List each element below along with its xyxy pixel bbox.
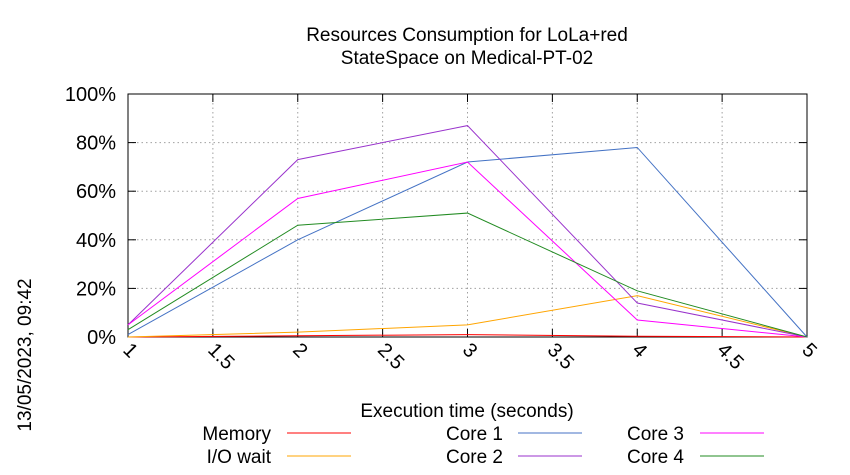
legend-label: Core 1 <box>446 424 503 445</box>
grid-lines <box>128 94 807 337</box>
series-line-memory <box>127 334 808 338</box>
series-line-core-3 <box>127 161 808 338</box>
x-tick-label: 1 <box>118 339 141 362</box>
x-tick-label: 2 <box>288 339 311 362</box>
y-tick-label: 80% <box>76 133 116 155</box>
chart-title-line-1: Resources Consumption for LoLa+red <box>306 25 628 46</box>
chart-title-line-2: StateSpace on Medical-PT-02 <box>341 48 593 69</box>
legend-label: Core 2 <box>446 447 503 468</box>
plot-frame <box>127 93 808 338</box>
x-axis-label: Execution time (seconds) <box>360 401 573 422</box>
y-tick-label: 40% <box>76 230 116 252</box>
series-lines <box>127 125 808 338</box>
x-tick-label: 4 <box>628 339 651 362</box>
x-tick-label: 4.5 <box>713 339 748 374</box>
legend-label: Core 3 <box>627 424 684 445</box>
legend-label: Memory <box>202 424 271 445</box>
y-tick-label: 0% <box>87 327 116 349</box>
x-tick-label: 2.5 <box>373 339 408 374</box>
y-tick-label: 100% <box>65 84 116 106</box>
x-tick-label: 5 <box>797 339 820 362</box>
x-tick-label: 1.5 <box>203 339 238 374</box>
legend-label: I/O wait <box>207 447 272 468</box>
axis-ticks: 0% 20% 40% 60% 80% 100% 1 1.5 2 2.5 3 3.5 4 4.5 5 <box>65 84 821 374</box>
timestamp-label: 13/05/2023, 09:42 <box>15 278 36 431</box>
series-line-core-2 <box>127 125 808 338</box>
y-tick-label: 20% <box>76 278 116 300</box>
series-line-i-o-wait <box>127 295 808 338</box>
x-tick-label: 3 <box>458 339 481 362</box>
legend-label: Core 4 <box>627 447 684 468</box>
y-tick-label: 60% <box>76 181 116 203</box>
x-tick-label: 3.5 <box>543 339 578 374</box>
series-line-core-4 <box>127 212 808 338</box>
